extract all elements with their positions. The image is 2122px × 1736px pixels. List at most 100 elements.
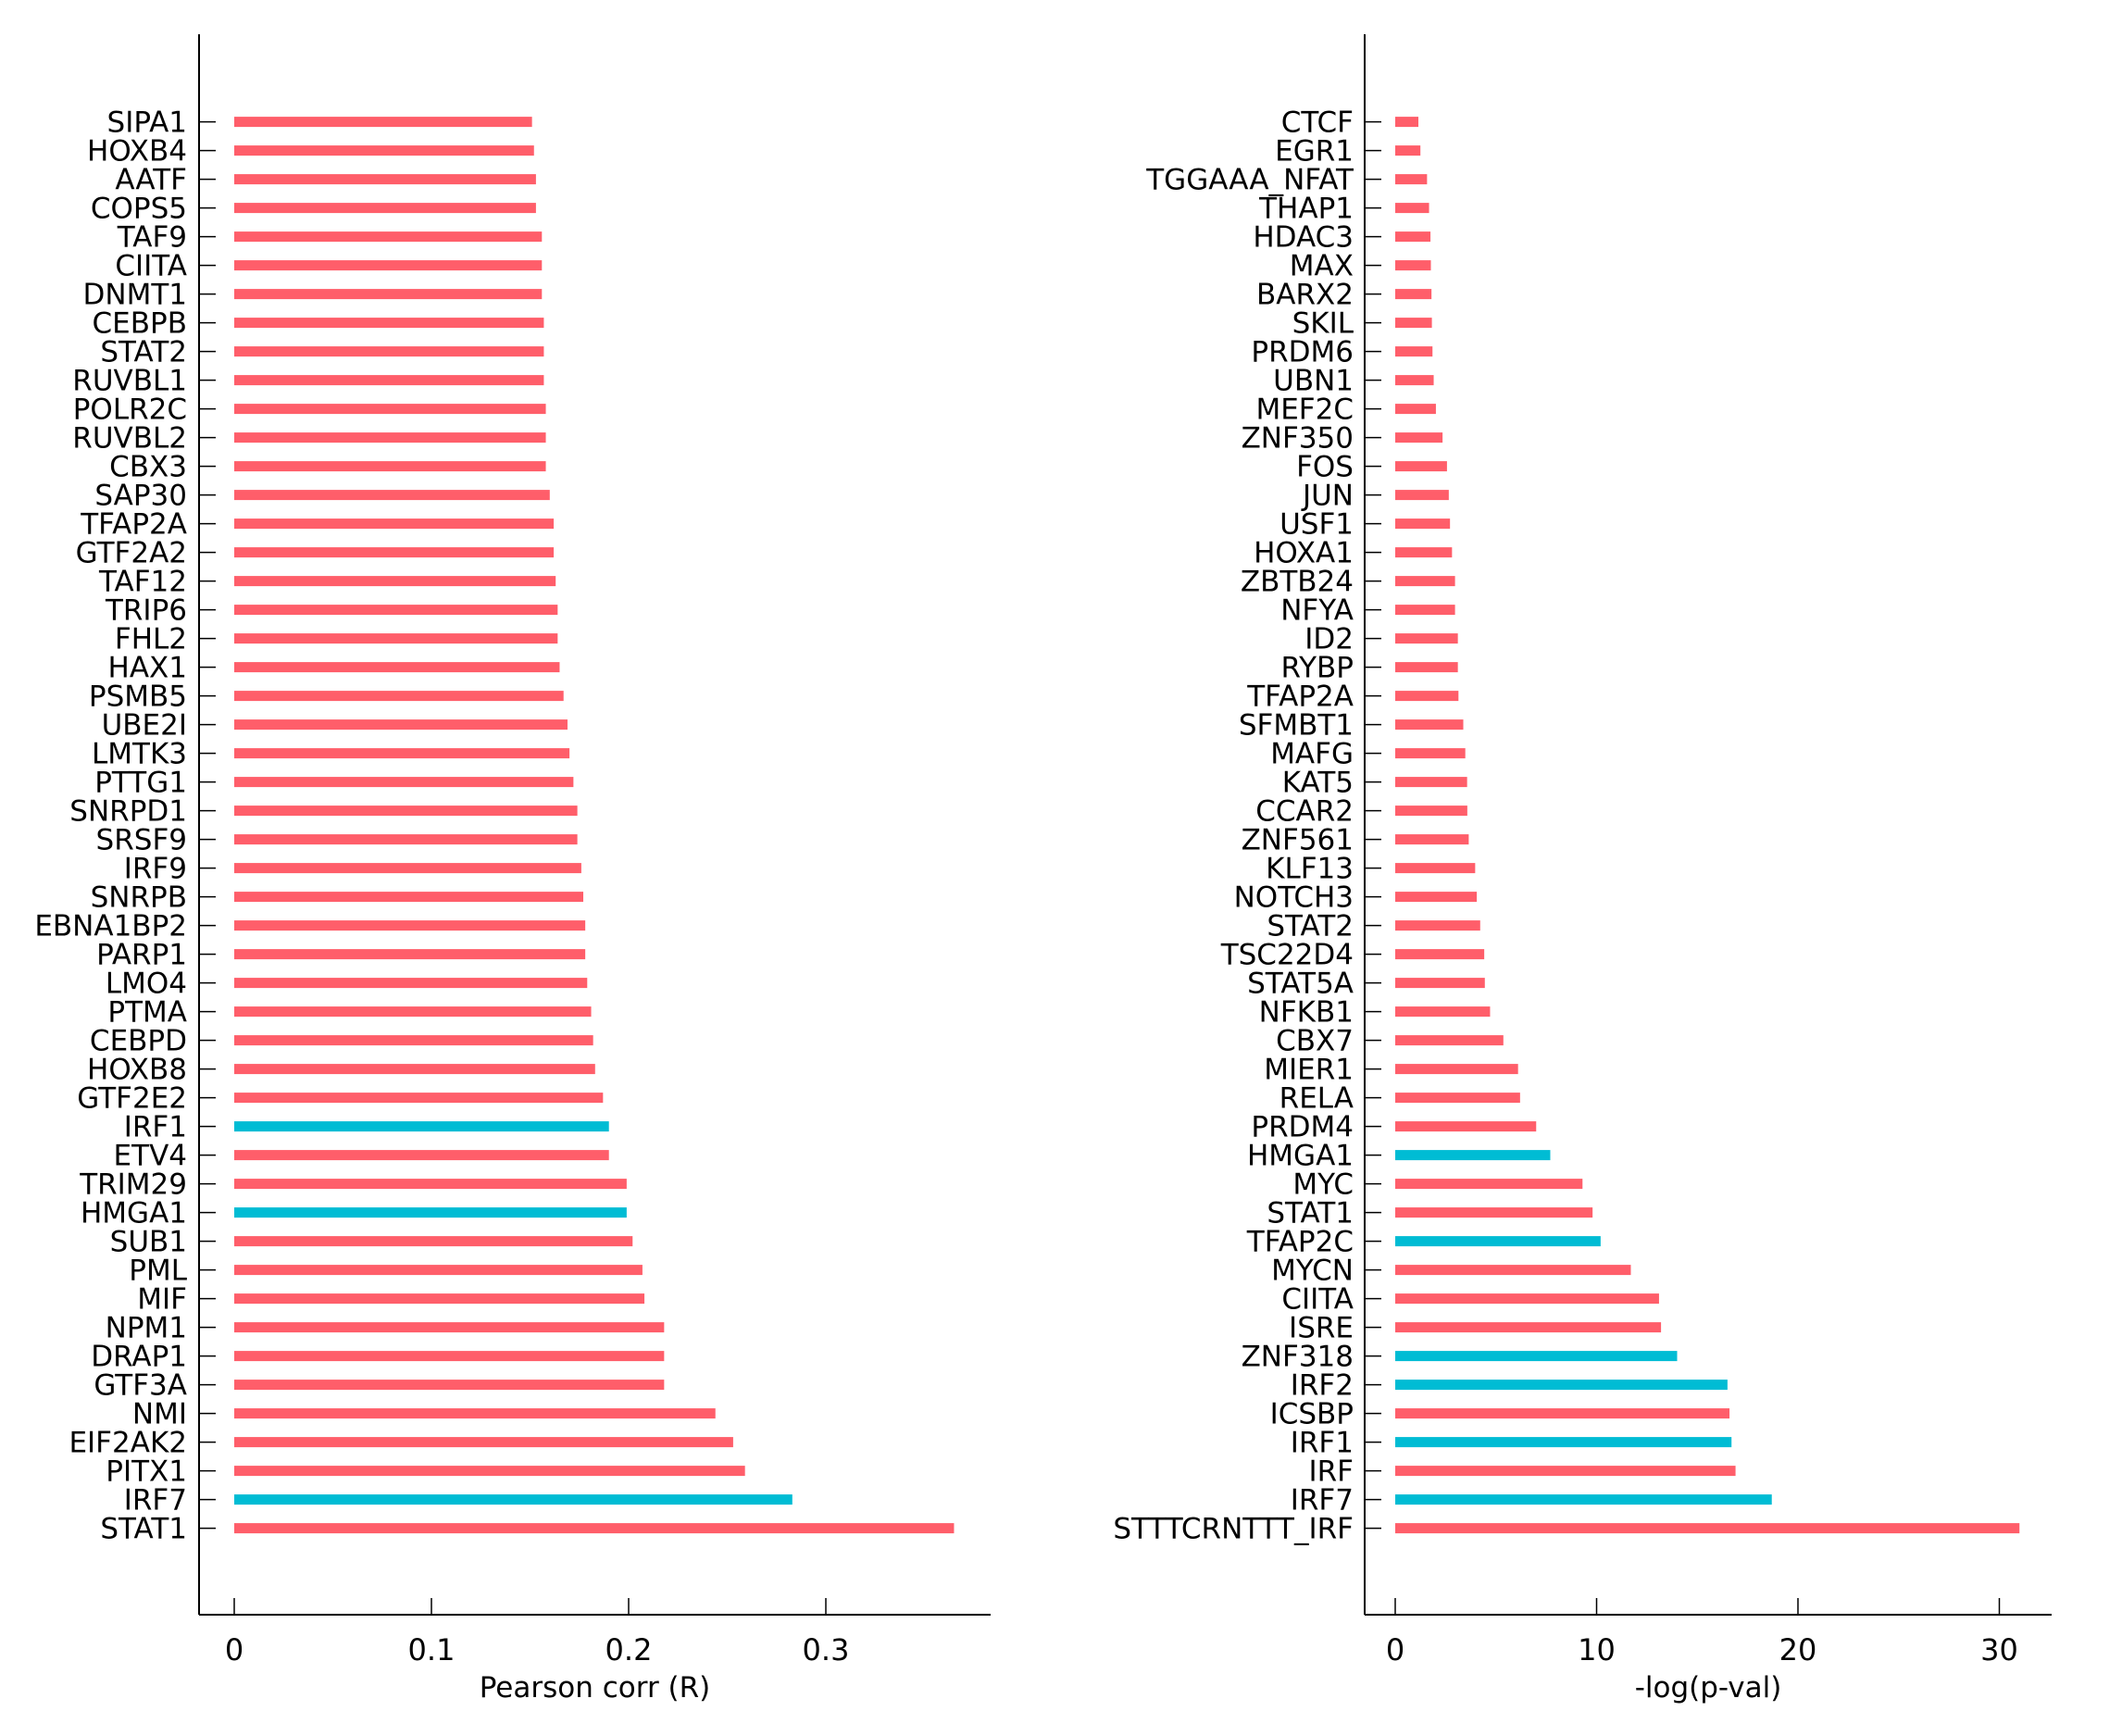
bar-srsf9: [234, 834, 578, 845]
y-tick-label: TAF9: [117, 221, 187, 255]
y-tick-label: TGGAAA_NFAT: [1145, 164, 1354, 197]
x-tick-label: 0.1: [408, 1632, 456, 1667]
y-tick-label: JUN: [1301, 480, 1354, 513]
bar-mafg: [1395, 748, 1466, 759]
y-tick-label: RYBP: [1281, 652, 1354, 685]
y-tick-label: LMTK3: [92, 738, 187, 771]
bar-trip6: [234, 605, 558, 616]
bar-jun: [1395, 490, 1449, 501]
bar-rybp: [1395, 662, 1458, 673]
y-tick-label: SFMBT1: [1239, 709, 1354, 743]
y-tick-label: FHL2: [115, 623, 187, 656]
y-tick-label: SNRPB: [91, 881, 187, 915]
bar-isre: [1395, 1322, 1662, 1333]
y-tick-label: BARX2: [1256, 279, 1354, 312]
bar-sap30: [234, 490, 550, 501]
y-tick-label: DRAP1: [91, 1341, 187, 1374]
y-tick-label: IRF1: [124, 1111, 187, 1144]
x-tick-label: 0.2: [605, 1632, 653, 1667]
x-tick-label: 0: [225, 1632, 243, 1667]
y-tick-label: IRF: [1308, 1455, 1354, 1489]
bar-drap1: [234, 1351, 665, 1362]
bar-barx2: [1395, 289, 1432, 300]
bar-snrpb: [234, 892, 584, 903]
bar-taf12: [234, 576, 556, 587]
bar-cebpb: [234, 318, 544, 329]
bar-hax1: [234, 662, 560, 673]
y-tick-label: ZNF318: [1242, 1341, 1354, 1374]
bar-sfmbt1: [1395, 719, 1464, 731]
y-tick-label: MIF: [137, 1283, 187, 1317]
bar-sipa1: [234, 117, 532, 128]
y-tick-label: TSC22D4: [1220, 939, 1354, 972]
y-tick-label: TRIM29: [79, 1168, 187, 1202]
pvalue-panel: CTCFEGR1TGGAAA_NFATTHAP1HDAC3MAXBARX2SKI…: [1113, 34, 2052, 1705]
y-tick-label: LMO4: [106, 968, 187, 1001]
bar-icsbp: [1395, 1408, 1730, 1419]
bar-max: [1395, 260, 1431, 271]
bar-hdac3: [1395, 231, 1431, 243]
bar-gtf2e2: [234, 1093, 604, 1104]
bar-irf: [1395, 1466, 1736, 1477]
y-tick-label: CBX7: [1276, 1025, 1354, 1058]
y-tick-label: DNMT1: [83, 279, 187, 312]
bar-ciita: [1395, 1293, 1659, 1305]
bar-gtf2a2: [234, 547, 555, 558]
bar-parp1: [234, 949, 586, 960]
y-tick-label: SIPA1: [107, 106, 187, 140]
bar-fhl2: [234, 633, 558, 644]
y-tick-label: SUB1: [110, 1226, 187, 1259]
x-tick-label: 10: [1578, 1632, 1616, 1667]
bar-aatf: [234, 174, 536, 185]
x-tick-label: 30: [1980, 1632, 2018, 1667]
y-tick-label: HMGA1: [1247, 1140, 1354, 1173]
y-tick-label: UBE2I: [102, 709, 187, 743]
y-tick-label: USF1: [1279, 508, 1354, 542]
bar-skil: [1395, 318, 1432, 329]
bar-mier1: [1395, 1064, 1518, 1075]
y-tick-label: HOXA1: [1254, 537, 1354, 570]
pearson-correlation-panel: SIPA1HOXB4AATFCOPS5TAF9CIITADNMT1CEBPBST…: [34, 34, 991, 1705]
y-tick-label: HOXB8: [87, 1054, 187, 1087]
y-tick-label: SNRPD1: [69, 795, 187, 829]
y-tick-label: NMI: [132, 1398, 187, 1431]
bar-notch3: [1395, 892, 1478, 903]
y-tick-label: IRF7: [124, 1484, 187, 1517]
bar-mycn: [1395, 1265, 1631, 1276]
bar-irf7: [234, 1494, 793, 1505]
y-tick-label: RUVBL2: [72, 422, 187, 456]
bar-stttcrnttt_irf: [1395, 1523, 2020, 1534]
bar-etv4: [234, 1150, 609, 1161]
y-tick-label: PTTG1: [94, 767, 187, 800]
bar-trim29: [234, 1179, 627, 1190]
bar-mif: [234, 1293, 645, 1305]
bar-znf561: [1395, 834, 1469, 845]
bar-nfya: [1395, 605, 1455, 616]
y-tick-label: SAP30: [94, 480, 187, 513]
bar-tsc22d4: [1395, 949, 1485, 960]
y-tick-label: THAP1: [1258, 193, 1354, 226]
bar-ctcf: [1395, 117, 1419, 128]
bar-hoxb4: [234, 145, 534, 156]
bar-tfap2a: [234, 518, 555, 530]
bar-kat5: [1395, 777, 1467, 788]
y-tick-label: MEF2C: [1255, 393, 1354, 427]
y-tick-label: PRDM4: [1251, 1111, 1354, 1144]
bar-stat2: [1395, 920, 1480, 931]
bar-snrpd1: [234, 806, 578, 817]
y-tick-label: STAT1: [1267, 1197, 1354, 1230]
y-tick-label: GTF2A2: [76, 537, 187, 570]
bar-irf9: [234, 863, 581, 874]
y-tick-label: STAT5A: [1247, 968, 1354, 1001]
bar-pttg1: [234, 777, 574, 788]
y-tick-label: ICSBP: [1270, 1398, 1354, 1431]
y-tick-label: HMGA1: [81, 1197, 187, 1230]
bar-thap1: [1395, 203, 1429, 214]
bar-egr1: [1395, 145, 1421, 156]
bar-znf350: [1395, 432, 1443, 443]
bar-ruvbl1: [234, 375, 544, 386]
y-tick-label: RELA: [1279, 1082, 1354, 1116]
y-tick-label: IRF9: [124, 853, 187, 886]
bar-stat5a: [1395, 978, 1485, 989]
bar-myc: [1395, 1179, 1583, 1190]
